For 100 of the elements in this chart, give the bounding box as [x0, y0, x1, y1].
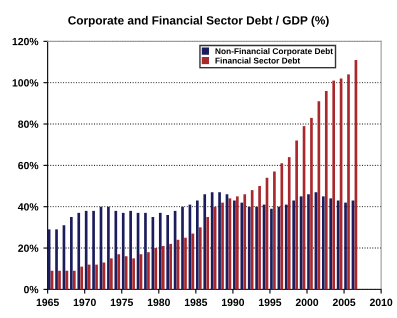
- bar: [262, 204, 266, 290]
- bar: [310, 118, 313, 290]
- bar: [184, 238, 187, 290]
- bar: [314, 192, 318, 290]
- x-tick-label: 2000: [296, 298, 318, 306]
- bar: [50, 270, 54, 290]
- bar: [228, 198, 232, 290]
- bar: [144, 212, 147, 290]
- bar: [203, 194, 206, 290]
- bar: [110, 258, 113, 290]
- bar: [114, 210, 118, 290]
- bar: [332, 80, 336, 290]
- bar: [88, 264, 90, 290]
- x-tick-label: 1965: [36, 298, 59, 306]
- bar: [92, 210, 95, 290]
- chart-title: Corporate and Financial Sector Debt / GDP (%): [68, 16, 329, 27]
- bar: [210, 192, 214, 290]
- bar: [140, 254, 142, 290]
- bar: [95, 264, 98, 290]
- x-tick-label: 1975: [110, 298, 134, 306]
- bar: [188, 204, 192, 290]
- bar: [77, 212, 80, 290]
- x-tick-label: 2005: [332, 298, 356, 306]
- bar: [154, 248, 158, 290]
- bar: [136, 212, 140, 290]
- bar: [322, 196, 325, 290]
- bar: [102, 262, 106, 290]
- bar: [248, 206, 251, 290]
- bar: [258, 186, 261, 290]
- bar: [266, 178, 268, 290]
- bar: [58, 270, 61, 290]
- bar: [169, 244, 172, 290]
- bar: [354, 60, 358, 290]
- bar: [352, 200, 354, 290]
- bar: [122, 212, 125, 290]
- bar: [240, 202, 244, 290]
- bar: [295, 140, 298, 290]
- bar: [48, 229, 50, 290]
- y-tick-label: 40%: [18, 203, 38, 211]
- bar: [340, 78, 342, 290]
- bar: [236, 196, 239, 290]
- bar: [192, 234, 194, 290]
- bar: [124, 256, 128, 290]
- x-tick-label: 1970: [74, 298, 96, 306]
- bar: [243, 194, 246, 290]
- bar: [329, 198, 332, 290]
- bar: [214, 206, 216, 290]
- bar: [181, 206, 184, 290]
- bar: [292, 200, 296, 290]
- y-tick-label: 0%: [24, 286, 38, 294]
- bar: [66, 270, 68, 290]
- bar: [100, 206, 102, 290]
- bar: [300, 196, 302, 290]
- bar: [166, 214, 170, 290]
- bar: [226, 194, 228, 290]
- bar: [324, 90, 328, 290]
- bar: [55, 229, 58, 290]
- bar: [176, 240, 180, 290]
- x-tick-label: 1990: [222, 298, 244, 306]
- bar: [255, 206, 258, 290]
- bar: [288, 157, 291, 290]
- bar: [250, 190, 254, 290]
- legend-label: Non-Financial Corporate Debt: [216, 48, 333, 56]
- bar: [278, 206, 280, 290]
- bar: [129, 210, 132, 290]
- bar: [221, 202, 224, 290]
- bar: [280, 163, 284, 290]
- bar: [70, 217, 73, 290]
- bar: [284, 204, 288, 290]
- x-tick-label: 1985: [184, 298, 208, 306]
- x-tick-label: 2010: [370, 298, 392, 306]
- bar: [152, 217, 154, 290]
- bar: [307, 194, 310, 290]
- bar: [318, 101, 320, 290]
- bar: [206, 217, 210, 290]
- x-tick-label: 1980: [148, 298, 170, 306]
- bar: [132, 258, 135, 290]
- bar: [196, 200, 199, 290]
- bar: [162, 246, 165, 290]
- bar: [84, 210, 88, 290]
- bar: [62, 225, 66, 290]
- y-tick-label: 20%: [18, 244, 38, 252]
- bar: [107, 206, 110, 290]
- bar: [273, 172, 276, 290]
- bar: [344, 202, 347, 290]
- bar: [158, 212, 162, 290]
- bar: [218, 192, 221, 290]
- y-tick-label: 60%: [18, 162, 38, 170]
- bar: [80, 266, 84, 290]
- y-tick-label: 80%: [18, 120, 38, 128]
- bar: [198, 227, 202, 290]
- bar: [147, 252, 150, 290]
- y-tick-label: 100%: [12, 79, 38, 87]
- bar: [117, 254, 120, 290]
- bar: [270, 208, 273, 290]
- x-tick-label: 1995: [259, 298, 282, 306]
- bar: [233, 200, 236, 290]
- legend-label: Financial Sector Debt: [216, 57, 300, 64]
- bar: [302, 126, 306, 290]
- y-tick-label: 120%: [12, 38, 38, 46]
